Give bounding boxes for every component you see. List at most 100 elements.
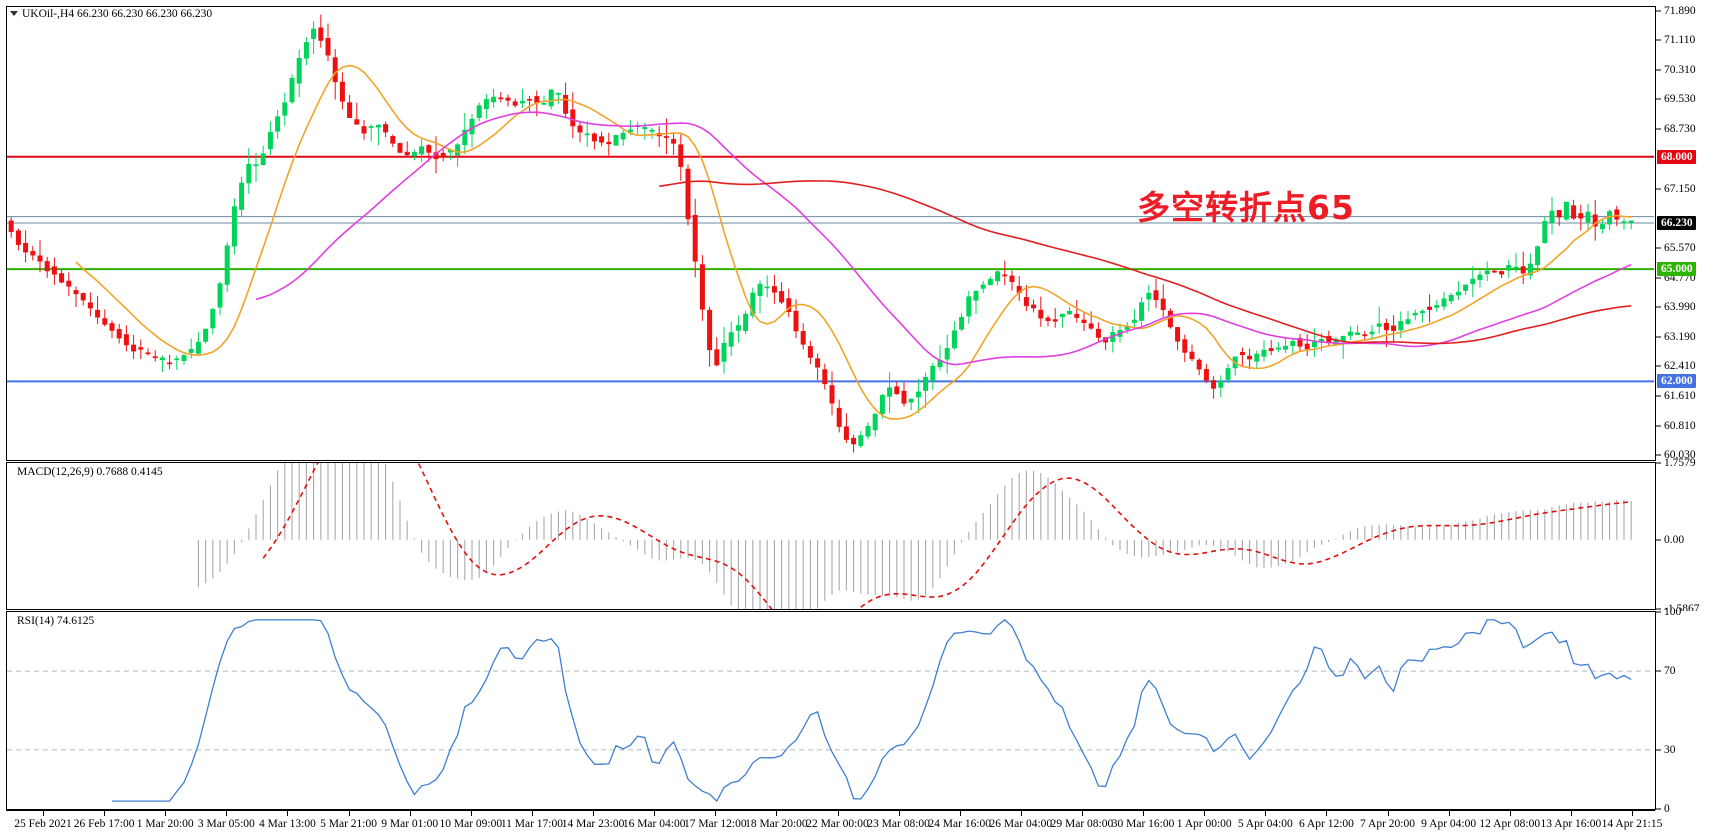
- time-axis-label: 30 Mar 16:00: [1111, 818, 1175, 830]
- time-axis-label: 26 Mar 04:00: [989, 818, 1053, 830]
- price-axis-label: 60.030: [1664, 449, 1696, 462]
- time-tick: [959, 811, 961, 816]
- time-tick: [531, 811, 533, 816]
- time-axis-label: 5 Mar 21:00: [320, 818, 377, 830]
- time-tick: [409, 811, 411, 816]
- time-tick: [1448, 811, 1450, 816]
- time-axis-label: 14 Mar 23:00: [561, 818, 625, 830]
- time-axis-label: 13 Apr 16:00: [1540, 818, 1602, 830]
- price-axis-label: 61.610: [1664, 389, 1696, 402]
- axis-tick: [1656, 39, 1661, 41]
- time-axis-label: 9 Apr 04:00: [1421, 818, 1477, 830]
- time-axis-label: 12 Apr 08:00: [1479, 818, 1541, 830]
- chart-title: UKOil-,H4 66.230 66.230 66.230 66.230: [22, 8, 213, 20]
- macd-panel[interactable]: MACD(12,26,9) 0.7688 0.4145: [6, 462, 1655, 610]
- price-axis-label: 69.530: [1664, 93, 1696, 106]
- rsi-axis-label: 70: [1664, 665, 1676, 678]
- time-axis-label: 11 Mar 17:00: [500, 818, 564, 830]
- time-axis-label: 1 Apr 00:00: [1176, 818, 1232, 830]
- time-axis-label: 3 Mar 05:00: [197, 818, 255, 830]
- price-axis-label: 63.190: [1664, 330, 1696, 343]
- axis-tick: [1656, 277, 1661, 279]
- time-axis-label: 4 Mar 13:00: [259, 818, 316, 830]
- time-tick: [715, 811, 717, 816]
- time-tick: [1081, 811, 1083, 816]
- axis-tick: [1656, 425, 1661, 427]
- price-axis-label: 71.110: [1664, 34, 1696, 47]
- macd-axis-label: 1.7579: [1664, 457, 1696, 469]
- time-tick: [898, 811, 900, 816]
- axis-tick: [1656, 98, 1661, 100]
- price-axis-label: 70.310: [1664, 64, 1696, 77]
- time-tick: [1204, 811, 1206, 816]
- axis-tick: [1656, 454, 1661, 456]
- time-axis-label: 17 Mar 12:00: [683, 818, 747, 830]
- axis-tick: [1656, 539, 1661, 541]
- price-axis-label: 67.150: [1664, 182, 1696, 195]
- time-tick: [1143, 811, 1145, 816]
- time-tick: [1632, 811, 1633, 816]
- chart-annotation-text: 多空转折点65: [1137, 188, 1355, 227]
- time-tick: [226, 811, 228, 816]
- axis-tick: [1656, 395, 1661, 397]
- time-tick: [593, 811, 595, 816]
- time-tick: [165, 811, 167, 816]
- time-tick: [43, 811, 44, 816]
- axis-tick: [1656, 670, 1661, 672]
- price-axis[interactable]: 71.890 71.110 70.310 69.530 68.730 67.150 65.5…: [1655, 5, 1725, 462]
- time-axis-label: 14 Apr 21:15: [1601, 818, 1663, 830]
- rsi-title: RSI(14) 74.6125: [17, 615, 95, 627]
- time-tick: [470, 811, 472, 816]
- rsi-axis-label: 100: [1664, 606, 1682, 618]
- rsi-axis-label: 0: [1664, 803, 1670, 815]
- price-axis-label: 62.410: [1664, 360, 1696, 373]
- price-chart-panel[interactable]: [6, 6, 1655, 461]
- axis-tick: [1656, 365, 1661, 367]
- price-axis-label: 60.810: [1664, 419, 1696, 432]
- time-axis-label: 7 Apr 20:00: [1360, 818, 1416, 830]
- time-tick: [287, 811, 289, 816]
- support-level-tag[interactable]: 62.000: [1657, 374, 1696, 389]
- time-axis-label: 23 Mar 08:00: [867, 818, 930, 830]
- current-price-tag[interactable]: 66.230: [1657, 216, 1696, 231]
- axis-tick: [1656, 69, 1661, 71]
- time-axis-label: 25 Feb 2021: [14, 818, 72, 830]
- time-tick: [654, 811, 656, 816]
- time-tick: [776, 811, 778, 816]
- time-axis-label: 10 Mar 09:00: [439, 818, 503, 830]
- pivot-level-tag[interactable]: 65.000: [1657, 262, 1696, 277]
- rsi-axis-label: 30: [1664, 743, 1676, 756]
- resistance-level-tag[interactable]: 68.000: [1657, 149, 1696, 164]
- macd-axis: 1.7579 0.00 -1.5867: [1655, 457, 1725, 615]
- time-tick: [348, 811, 350, 816]
- time-axis-label: 16 Mar 04:00: [622, 818, 686, 830]
- time-axis-label: 6 Apr 12:00: [1298, 818, 1354, 830]
- time-axis[interactable]: 25 Feb 2021 26 Feb 17:00 1 Mar 20:00 3 Mar …: [6, 810, 1662, 837]
- axis-tick: [1656, 462, 1661, 464]
- time-tick: [1387, 811, 1389, 816]
- axis-tick: [1656, 608, 1661, 610]
- axis-tick: [1656, 611, 1661, 613]
- time-axis-label: 29 Mar 08:00: [1050, 818, 1114, 830]
- time-tick: [104, 811, 106, 816]
- macd-axis-label: 0.00: [1664, 533, 1685, 546]
- time-tick: [1020, 811, 1022, 816]
- time-tick: [837, 811, 839, 816]
- time-axis-label: 1 Mar 20:00: [136, 818, 194, 830]
- axis-tick: [1656, 336, 1661, 338]
- axis-tick: [1656, 306, 1661, 308]
- price-axis-label: 63.990: [1664, 300, 1696, 313]
- time-axis-label: 9 Mar 01:00: [381, 818, 439, 830]
- axis-tick: [1656, 10, 1661, 12]
- price-axis-label: 65.570: [1664, 241, 1696, 254]
- rsi-panel[interactable]: RSI(14) 74.6125: [6, 611, 1655, 810]
- rsi-axis: 100 70 30 0: [1655, 606, 1725, 815]
- time-tick: [1326, 811, 1328, 816]
- time-axis-label: 5 Apr 04:00: [1237, 818, 1293, 830]
- price-axis-label: 71.890: [1664, 5, 1696, 18]
- time-axis-label: 26 Feb 17:00: [73, 818, 135, 830]
- chevron-down-icon[interactable]: [10, 11, 18, 16]
- macd-title: MACD(12,26,9) 0.7688 0.4145: [17, 466, 163, 478]
- time-axis-label: 18 Mar 20:00: [745, 818, 808, 830]
